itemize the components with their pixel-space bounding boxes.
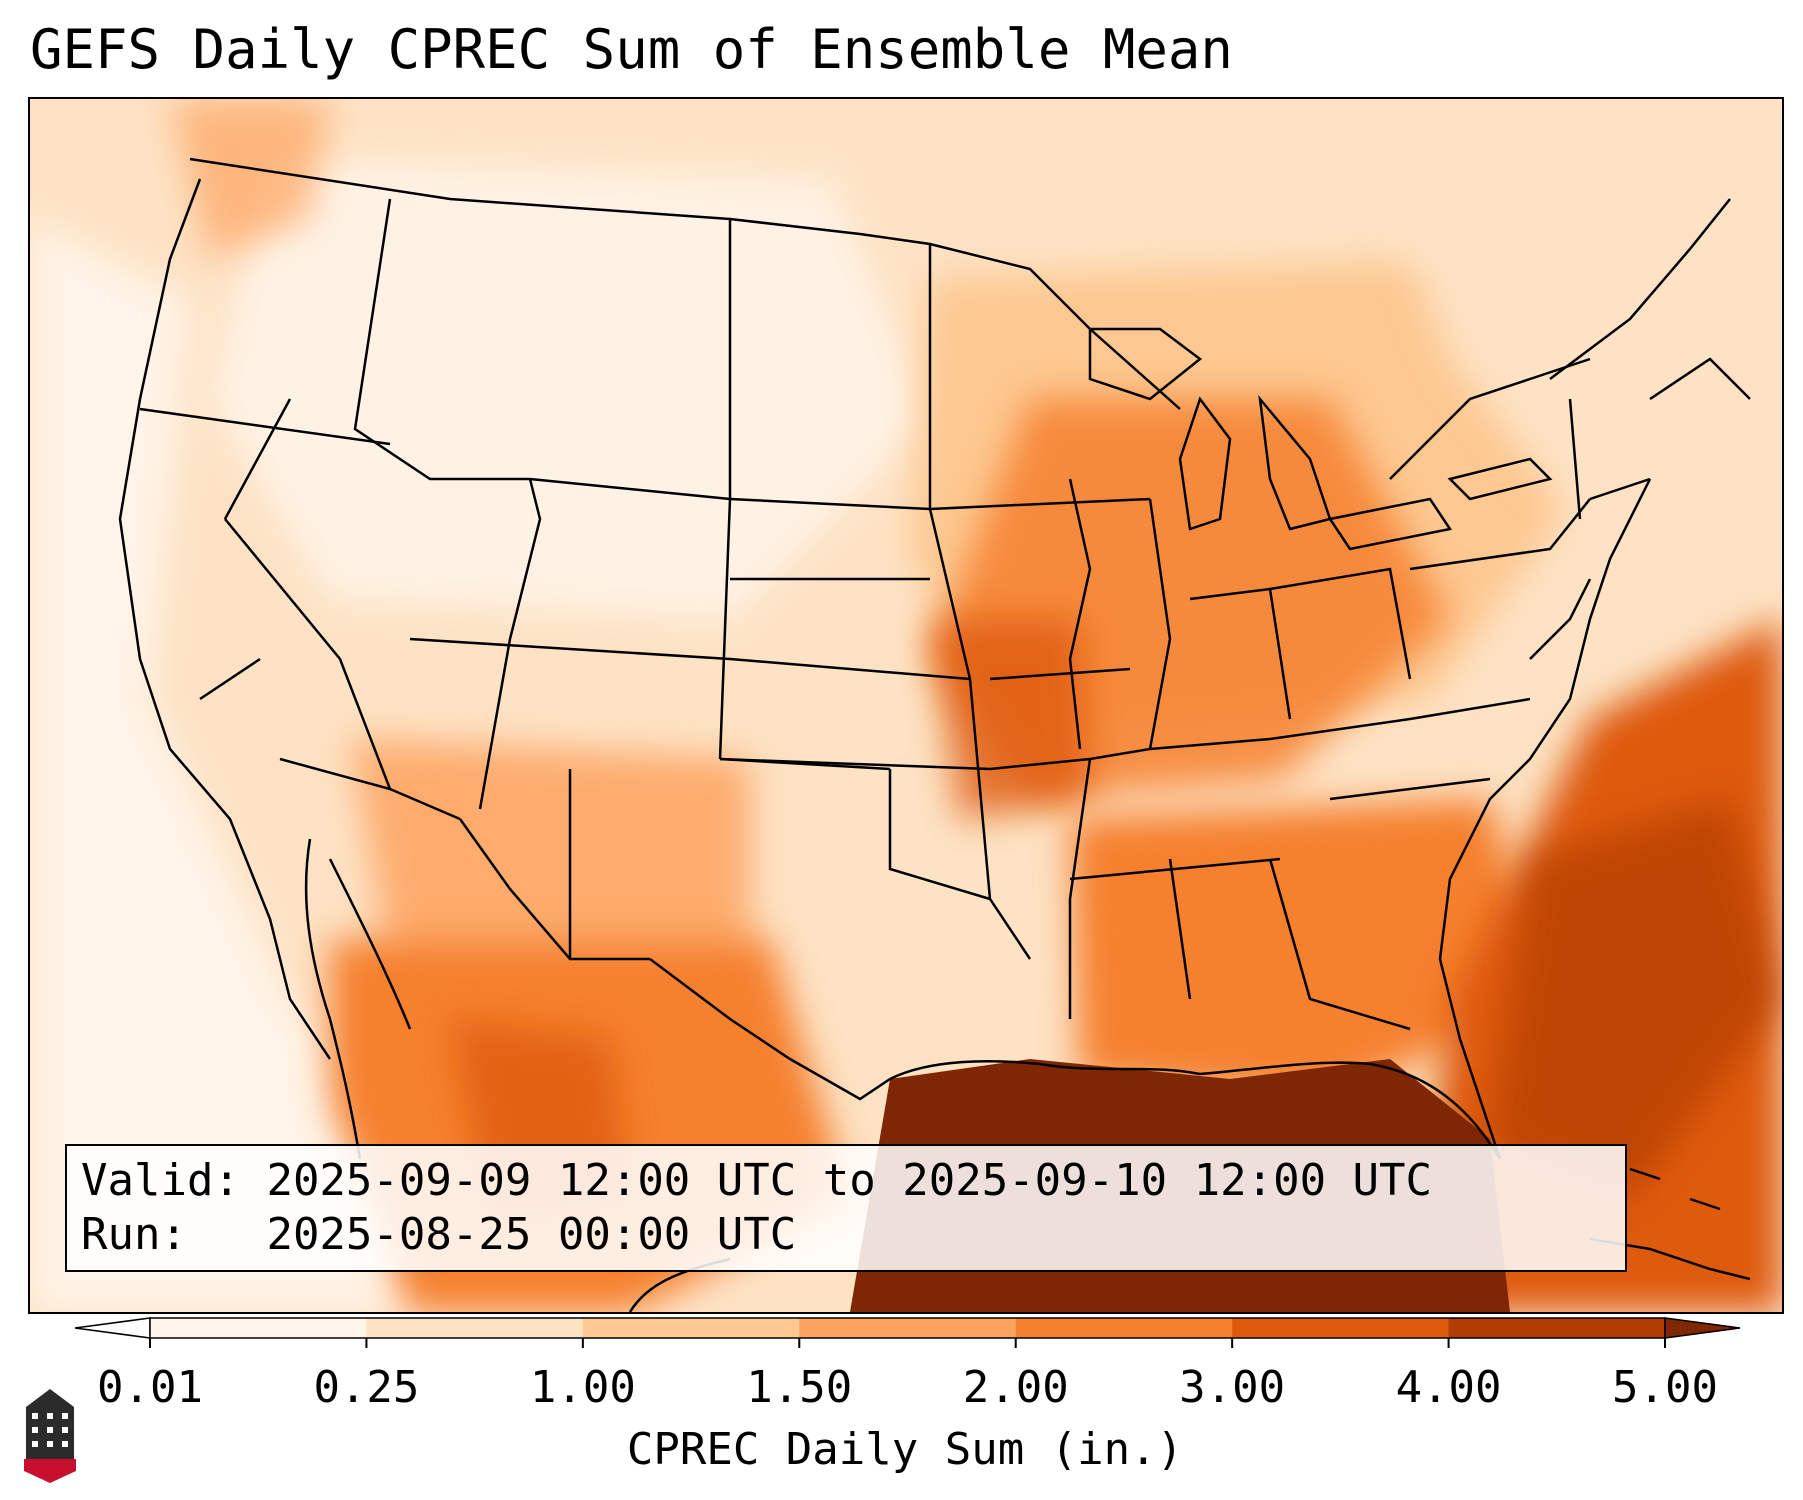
colorbar-tick-label: 1.00 [529,1362,636,1413]
logo-roof [26,1389,74,1407]
colorbar-tick-label: 3.00 [1179,1362,1286,1413]
map-canvas [30,99,1782,1312]
political-borders [118,157,1751,1160]
run-label: Run: [81,1209,187,1260]
colorbar-segment [1232,1318,1450,1338]
precip-southeast [1070,799,1550,1099]
colorbar-segment [1448,1318,1666,1338]
valid-label: Valid: [81,1155,240,1206]
colorbar-tick-label: 0.25 [313,1362,420,1413]
colorbar-under-arrow [74,1317,151,1339]
precipitation-map [28,97,1784,1314]
gulf-coastline [889,1059,1502,1160]
colorbar-segment [150,1318,367,1338]
valid-value: 2025-09-09 12:00 UTC to 2025-09-10 12:00… [266,1155,1433,1206]
colorbar-over-arrow [1664,1317,1741,1339]
info-box: Valid: 2025-09-09 12:00 UTC to 2025-09-1… [65,1144,1627,1272]
niu-logo [24,1389,76,1483]
colorbar-tick-label: 0.01 [97,1362,203,1413]
colorbar-tick-label: 4.00 [1395,1362,1502,1413]
colorbar-tick-label: 5.00 [1612,1362,1718,1413]
logo-windows [32,1413,68,1447]
colorbar-segment [1015,1318,1233,1338]
run-line: Run: 2025-08-25 00:00 UTC [81,1208,1611,1262]
logo-banner [24,1459,76,1483]
colorbar-tick-label: 2.00 [962,1362,1069,1413]
valid-line: Valid: 2025-09-09 12:00 UTC to 2025-09-1… [81,1154,1611,1208]
precip-atlantic-core [1490,799,1782,1199]
map-title: GEFS Daily CPREC Sum of Ensemble Mean [30,18,1233,81]
precip-southwest [350,739,750,959]
colorbar [74,1317,1741,1348]
colorbar-segment [366,1318,584,1338]
colorbar-label: CPREC Daily Sum (in.) [626,1424,1184,1475]
precip-bc [170,99,330,259]
colorbar-segment [582,1318,800,1338]
colorbar-tick-label: 1.50 [746,1362,853,1413]
precip-north-pale [210,159,930,619]
run-value: 2025-08-25 00:00 UTC [266,1209,797,1260]
colorbar-outline [149,1317,1666,1339]
colorbar-segments [74,1317,1741,1348]
precip-northeast [1390,139,1782,579]
colorbar-segment [799,1318,1017,1338]
